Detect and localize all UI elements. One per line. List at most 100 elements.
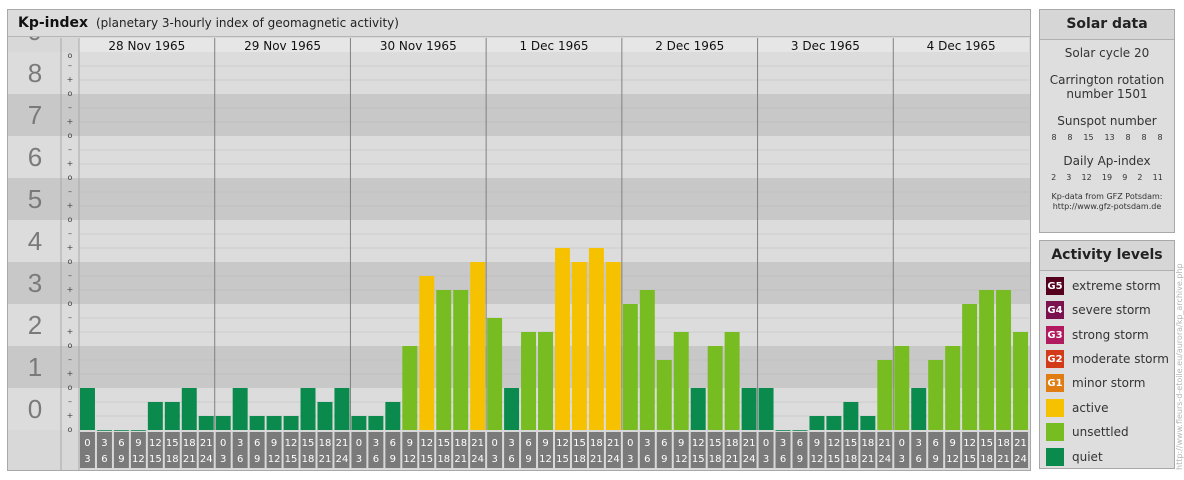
kp-bar	[198, 416, 214, 430]
interval-end-label: 9	[797, 454, 803, 465]
level-band	[8, 346, 1030, 388]
interval-box	[130, 432, 146, 468]
level-band	[8, 304, 1030, 346]
solar-data-heading: Solar data	[1040, 10, 1174, 40]
kp-bar	[571, 262, 587, 430]
interval-start-label: 6	[118, 438, 124, 449]
kp-bar	[690, 388, 706, 430]
interval-end-label: 21	[590, 454, 603, 465]
ap-index-label: Daily Ap-index	[1063, 154, 1151, 168]
kp-level-label: 1	[28, 352, 42, 382]
sub-tick-label: +	[67, 117, 74, 126]
interval-end-label: 3	[899, 454, 905, 465]
interval-box	[317, 432, 333, 468]
interval-start-label: 3	[373, 438, 379, 449]
interval-start-label: 0	[763, 438, 769, 449]
sunspot-label: Sunspot number	[1057, 114, 1157, 128]
solar-data-panel: Solar data Solar cycle 20 Carrington rot…	[1039, 9, 1175, 233]
date-label: 28 Nov 1965	[108, 39, 185, 53]
sub-tick-label: –	[68, 271, 72, 280]
interval-box	[928, 432, 944, 468]
kp-level-label: 3	[28, 268, 42, 298]
sub-tick-label: +	[67, 243, 74, 252]
interval-start-label: 0	[84, 438, 90, 449]
interval-end-label: 18	[437, 454, 450, 465]
kp-bar	[911, 388, 927, 430]
sub-tick-label: –	[68, 313, 72, 322]
interval-start-label: 3	[780, 438, 786, 449]
kp-bar	[487, 317, 503, 430]
interval-box	[758, 432, 774, 468]
sub-tick-label: +	[67, 75, 74, 84]
kp-bar	[521, 332, 537, 430]
interval-start-label: 3	[644, 438, 650, 449]
kp-bar	[860, 416, 876, 430]
kp-bar	[351, 416, 367, 430]
interval-box	[368, 432, 384, 468]
interval-box	[996, 432, 1012, 468]
level-label: quiet	[1072, 450, 1103, 464]
interval-start-label: 21	[200, 438, 213, 449]
activity-levels-panel: Activity levels G5 extreme storm G4 seve…	[1039, 240, 1175, 469]
interval-box	[962, 432, 978, 468]
interval-start-label: 9	[678, 438, 684, 449]
sub-tick-label: o	[68, 89, 73, 98]
level-unsettled: unsettled	[1046, 422, 1129, 442]
interval-end-label: 12	[811, 454, 824, 465]
sub-tick-label: o	[68, 299, 73, 308]
interval-end-label: 12	[946, 454, 959, 465]
kp-bar	[639, 290, 655, 430]
sub-tick-label: –	[68, 229, 72, 238]
kp-bar	[979, 290, 995, 430]
interval-end-label: 15	[963, 454, 976, 465]
interval-end-label: 18	[302, 454, 315, 465]
kp-bar	[300, 388, 316, 430]
sub-tick-label: +	[67, 159, 74, 168]
interval-end-label: 9	[661, 454, 667, 465]
interval-start-label: 18	[319, 438, 332, 449]
interval-end-label: 24	[471, 454, 484, 465]
kp-bar	[470, 262, 486, 430]
date-header-row	[79, 38, 1029, 52]
level-extreme-storm: G5 extreme storm	[1046, 276, 1161, 296]
interval-start-label: 12	[692, 438, 705, 449]
data-source-link[interactable]: http://www.gfz-potsdam.de	[1052, 202, 1162, 211]
interval-start-label: 0	[220, 438, 226, 449]
level-band	[8, 178, 1030, 220]
interval-end-label: 15	[149, 454, 162, 465]
activity-levels-heading: Activity levels	[1040, 241, 1174, 271]
kp-bar	[402, 346, 418, 430]
sub-tick-label: –	[68, 103, 72, 112]
kp-level-label: 0	[28, 394, 42, 424]
interval-end-label: 21	[183, 454, 196, 465]
interval-start-label: 12	[285, 438, 298, 449]
level-swatch-g5: G5	[1046, 277, 1064, 295]
level-swatch-unsettled	[1046, 423, 1064, 441]
kp-bar	[334, 388, 350, 430]
interval-start-label: 6	[797, 438, 803, 449]
interval-box	[113, 432, 129, 468]
interval-end-label: 15	[285, 454, 298, 465]
interval-end-label: 18	[845, 454, 858, 465]
interval-end-label: 24	[743, 454, 756, 465]
interval-end-label: 21	[726, 454, 739, 465]
interval-box	[622, 432, 638, 468]
interval-box	[249, 432, 265, 468]
sub-tick-label: +	[67, 201, 74, 210]
interval-end-label: 18	[573, 454, 586, 465]
interval-box	[266, 432, 282, 468]
date-label: 1 Dec 1965	[519, 39, 588, 53]
level-band	[8, 94, 1030, 136]
kp-bar	[385, 401, 401, 430]
sub-tick-label: –	[68, 397, 72, 406]
kp-bar	[758, 388, 774, 430]
interval-box	[334, 432, 350, 468]
interval-end-label: 9	[254, 454, 260, 465]
interval-end-label: 6	[780, 454, 786, 465]
interval-box	[555, 432, 570, 468]
interval-box	[571, 432, 587, 468]
sub-tick-label: o	[68, 173, 73, 182]
kp-bar	[1013, 332, 1028, 430]
interval-box	[707, 432, 723, 468]
interval-box	[487, 432, 503, 468]
